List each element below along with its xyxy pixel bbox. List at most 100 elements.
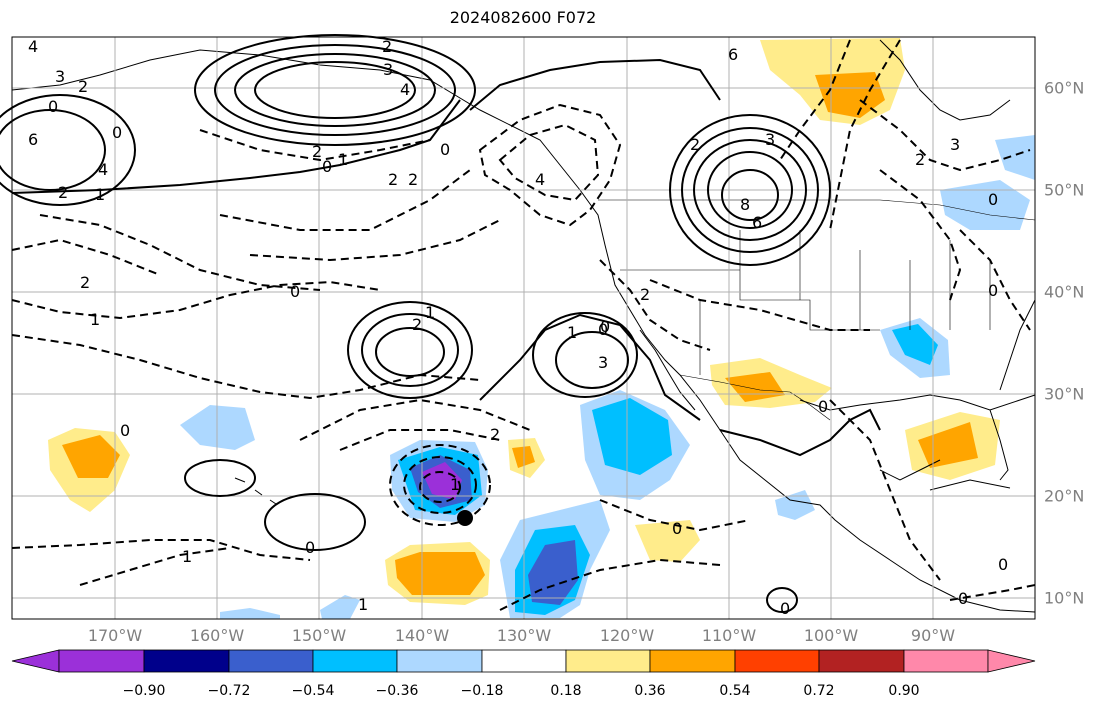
contour-label: 1 [338,150,348,169]
contour-hawaii-zero [184,459,256,497]
colorbar-segment [312,649,398,673]
contour-label: 6 [28,130,38,149]
longitude-label: 140°W [394,626,450,645]
us-canada-border [598,199,1036,221]
negative-anomaly-area [320,595,360,619]
yucatan-coast [879,459,941,481]
contour-label: 3 [55,67,65,86]
contour-storm-low [389,444,491,526]
contour-label: 3 [383,60,393,79]
contour-label: 0 [672,519,682,538]
colorbar-segment [649,649,736,673]
colorbar-tick-label: 0.72 [803,683,835,699]
contour-label: 2 [388,170,398,189]
map-border [11,36,1036,620]
longitude-label: 110°W [701,626,757,645]
contour-dashed [949,584,1036,601]
latitude-label: 20°N [1044,486,1085,506]
contour-label: 1 [90,310,100,329]
longitude-label: 90°W [910,626,956,645]
contour-label: 0 [48,97,58,116]
hawaii-islands [234,477,277,505]
latitude-label: 60°N [1044,78,1085,98]
contour-dashed [499,558,721,611]
contour-canada-high [669,114,831,266]
hudson-bay [879,39,1011,121]
longitude-label: 150°W [291,626,347,645]
colorbar-tick-label: 0.54 [719,683,751,699]
contour-dashed [79,547,231,586]
contour-label: 0 [290,282,300,301]
north-america-west-coast [454,94,1036,613]
contour-label: 0 [958,589,968,608]
map-title: 2024082600 F072 [449,8,597,27]
contour-label: 0 [780,599,790,618]
longitude-label: 120°W [599,626,655,645]
contour-label: 2 [915,150,925,169]
contour-label: 0 [120,421,130,440]
contour-label: 0 [988,190,998,209]
contour-label: 4 [98,160,108,179]
contour-west-high [0,109,106,191]
contour-dashed [959,229,1031,331]
negative-anomaly-core [592,398,672,475]
colorbar-tick-label: 0.36 [634,683,666,699]
contour-label: 2 [490,425,500,444]
contour-label: 2 [382,37,392,56]
contour-label: 2 [408,170,418,189]
contour-zero [719,408,881,457]
contour-labels: 4 3 2 0 6 4 2 1 0 2 3 4 2 0 1 2 2 6 8 2 … [28,37,1008,618]
contour-label: 0 [598,320,608,339]
contour-label: 3 [950,135,960,154]
contour-dashed [859,99,1031,172]
latitude-label: 50°N [1044,180,1085,200]
latitude-label: 40°N [1044,282,1085,302]
contour-dashed [879,169,962,301]
contour-label: 2 [80,273,90,292]
coastlines [11,39,1036,613]
contour-zero [766,587,798,613]
negative-contours [11,39,1036,611]
contour-dashed [11,539,311,561]
contour-dashed [339,429,501,451]
contour-label: 2 [412,315,422,334]
contour-label: 0 [818,397,828,416]
contour-dashed [829,39,901,231]
colorbar-segment [58,649,145,673]
contour-zero [264,493,366,551]
contour-west-high [0,94,136,206]
longitude-label: 130°W [496,626,552,645]
colorbar-segment [565,649,651,673]
positive-anomaly-core [395,552,485,595]
negative-anomaly-area [940,180,1030,230]
contour-zero [469,58,721,111]
positive-anomaly-core [62,435,120,478]
contour-dashed [11,280,381,320]
us-mexico-border [679,374,831,421]
contour-label: 1 [182,547,192,566]
colorbar-high-extend [987,649,1036,673]
contour-label: 4 [28,37,38,56]
contour-label: 0 [112,123,122,142]
negative-anomaly-core [528,540,578,605]
longitude-label: 160°W [189,626,245,645]
colorbar-segment [818,649,905,673]
contour-canada-high [681,127,819,253]
contour-dashed [779,39,851,161]
contour-canada-high [693,139,807,241]
contour-dashed [299,398,531,441]
longitude-label: 170°W [87,626,143,645]
political-borders [598,199,1036,421]
contour-label: 8 [740,195,750,214]
contour-zero [479,313,701,421]
negative-anomaly-core [422,462,462,500]
colorbar-tick-label: −0.90 [122,683,166,699]
contour-dashed [599,499,751,532]
negative-anomaly-area [995,135,1035,180]
contour-label: 0 [998,555,1008,574]
contour-label: 2 [78,77,88,96]
colorbar-tick-label: −0.72 [207,683,251,699]
contour-pacific-high [361,313,459,387]
contour-pacific-high [555,331,629,389]
